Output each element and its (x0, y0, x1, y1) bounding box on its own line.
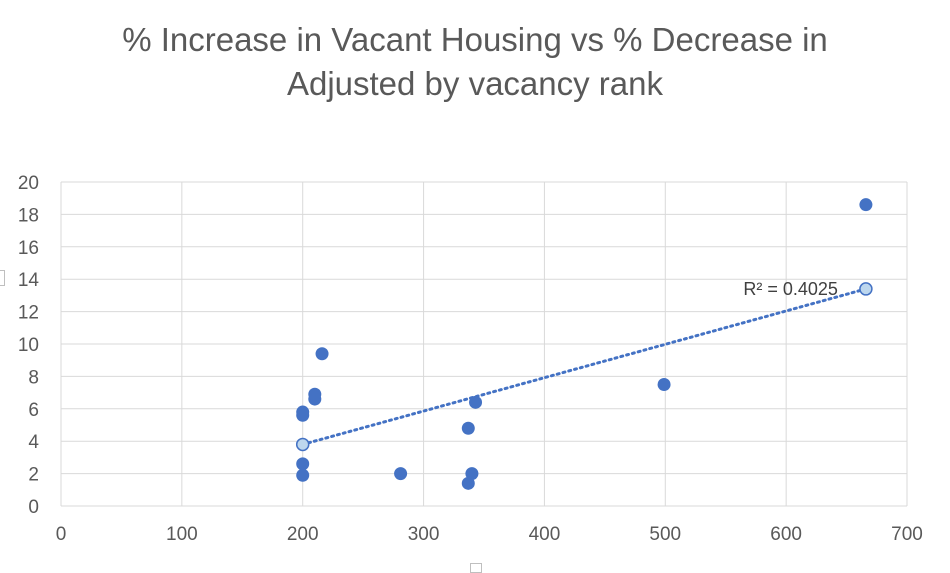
y-tick-label: 4 (28, 432, 39, 453)
data-points (296, 198, 873, 490)
x-axis-tick-labels: 0 100 200 300 400 500 600 700 (56, 524, 923, 545)
y-tick-label: 14 (18, 270, 40, 291)
x-tick-label: 0 (56, 524, 67, 545)
x-tick-label: 400 (529, 524, 561, 545)
y-tick-label: 6 (28, 400, 39, 421)
data-point (465, 467, 479, 481)
data-point (296, 405, 310, 419)
x-tick-label: 700 (891, 524, 923, 545)
data-point (461, 421, 475, 435)
chart-title-line-1: % Increase in Vacant Housing vs % Decrea… (122, 21, 828, 58)
trendline-line (301, 287, 868, 446)
data-point (657, 378, 671, 391)
gridlines (60, 181, 908, 507)
y-tick-label: 16 (18, 238, 39, 259)
trendline-endpoint (295, 437, 310, 452)
r-squared-label: R² = 0.4025 (743, 279, 838, 299)
data-point (469, 395, 483, 409)
trendline-endpoint (859, 282, 873, 296)
data-point (315, 347, 329, 361)
y-tick-label: 8 (28, 367, 39, 388)
x-tick-label: 100 (166, 524, 198, 545)
data-point (394, 467, 408, 481)
left-resize-handle[interactable] (0, 270, 5, 286)
chart-title-line-2: Adjusted by vacancy rank (286, 65, 664, 102)
y-tick-label: 20 (18, 173, 39, 194)
data-point (296, 468, 310, 482)
x-tick-label: 300 (408, 524, 440, 545)
y-tick-label: 2 (28, 465, 39, 486)
y-tick-label: 10 (18, 335, 39, 356)
y-tick-label: 18 (18, 205, 39, 226)
chart-title: % Increase in Vacant Housing vs % Decrea… (0, 18, 950, 106)
y-tick-label: 12 (18, 303, 39, 324)
bottom-resize-handle[interactable] (470, 563, 482, 573)
y-tick-label: 0 (28, 497, 39, 518)
x-tick-label: 200 (287, 524, 319, 545)
x-tick-label: 500 (649, 524, 681, 545)
data-point (859, 198, 873, 212)
data-point (296, 457, 310, 471)
y-axis-tick-labels: 0 2 4 6 8 10 12 14 16 18 20 (18, 173, 40, 518)
trendline (295, 282, 873, 452)
annotations: R² = 0.4025 (743, 279, 838, 299)
x-tick-label: 600 (770, 524, 802, 545)
data-point (308, 387, 322, 401)
